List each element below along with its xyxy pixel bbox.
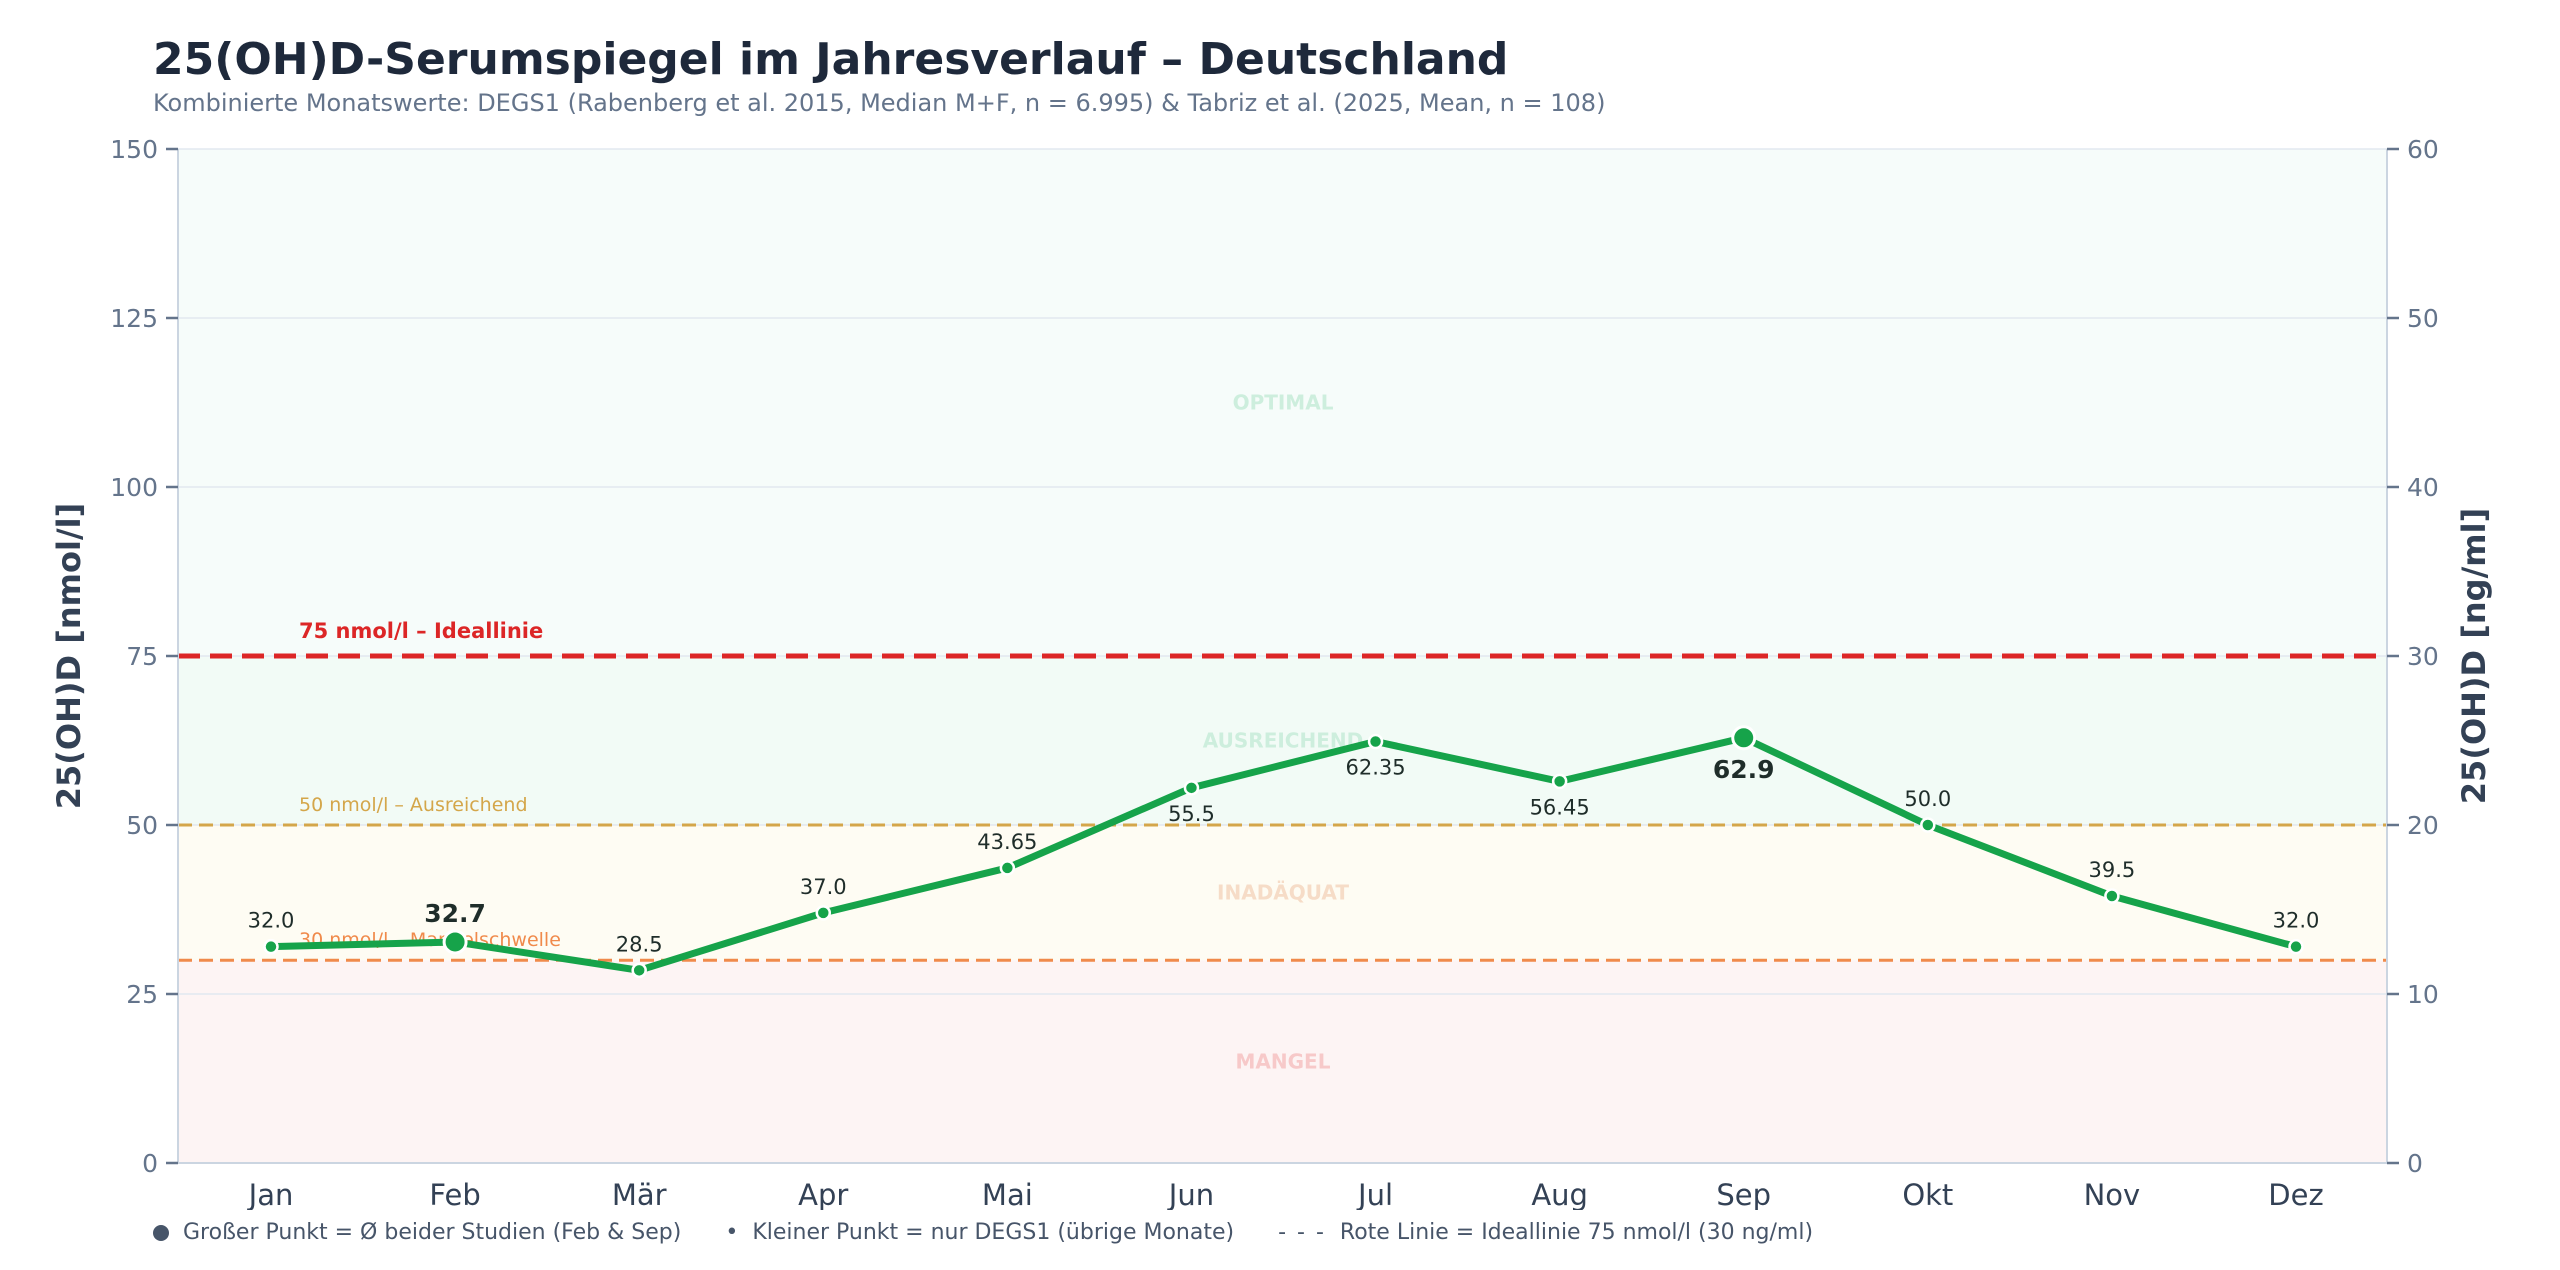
data-label: 56.45 xyxy=(1530,795,1590,819)
data-label: 28.5 xyxy=(616,932,663,956)
band-label-mangel: MANGEL xyxy=(1236,1050,1331,1074)
y-tick-label-right: 10 xyxy=(2407,980,2439,1009)
y-tick-label-left: 25 xyxy=(126,980,158,1009)
band-ausreichend xyxy=(178,656,2387,825)
y-tick-label-right: 40 xyxy=(2407,473,2439,502)
y-tick-label-left: 125 xyxy=(110,304,158,333)
data-point xyxy=(631,962,647,979)
band-inadäquat xyxy=(178,825,2387,961)
x-tick-label: Jun xyxy=(1167,1178,1214,1210)
data-point xyxy=(2288,938,2304,955)
y-tick-label-right: 20 xyxy=(2407,811,2439,840)
data-label: 43.65 xyxy=(977,830,1037,854)
legend-item-large-point: Großer Punkt = Ø beider Studien (Feb & S… xyxy=(153,1220,681,1245)
axes: 0 25 50 75 100 125 150 0 10 20 30 40 50 60 Jan Feb Mär Ap… xyxy=(50,135,2493,1210)
dashed-line-icon: - - - xyxy=(1278,1220,1326,1245)
data-point-large xyxy=(442,929,468,955)
y-tick-label-right: 50 xyxy=(2407,304,2439,333)
reference-label-50: 50 nmol/l – Ausreichend xyxy=(299,794,528,816)
data-point-large xyxy=(1731,725,1757,751)
data-label: 62.9 xyxy=(1713,755,1775,784)
x-tick-label: Nov xyxy=(2084,1178,2141,1210)
x-tick-label: Okt xyxy=(1902,1178,1953,1210)
background-bands xyxy=(178,149,2387,1163)
band-label-inadäquat: INADÄQUAT xyxy=(1217,881,1349,905)
y-axis-title-left: 25(OH)D [nmol/l] xyxy=(50,503,88,809)
large-dot-icon xyxy=(153,1224,169,1241)
data-label: 32.7 xyxy=(424,899,486,928)
y-tick-label-right: 30 xyxy=(2407,642,2439,671)
reference-label-75: 75 nmol/l – Ideallinie xyxy=(299,619,543,643)
legend-item-ideal-line: - - - Rote Linie = Ideallinie 75 nmol/l … xyxy=(1278,1220,1813,1245)
x-tick-label: Aug xyxy=(1531,1178,1588,1210)
data-label: 32.0 xyxy=(248,909,295,933)
data-series xyxy=(263,725,2304,979)
y-tick-label-left: 75 xyxy=(126,642,158,671)
data-label: 37.0 xyxy=(800,875,847,899)
data-label: 32.0 xyxy=(2273,909,2320,933)
x-tick-label: Sep xyxy=(1716,1178,1771,1210)
x-tick-label: Feb xyxy=(429,1178,480,1210)
chart-title: 25(OH)D-Serumspiegel im Jahresverlauf – … xyxy=(153,34,1509,85)
legend-text: Rote Linie = Ideallinie 75 nmol/l (30 ng… xyxy=(1339,1220,1814,1245)
data-point xyxy=(1551,773,1568,790)
data-label: 50.0 xyxy=(1904,787,1951,811)
x-tick-label: Apr xyxy=(798,1178,848,1210)
x-tick-label: Dez xyxy=(2268,1178,2323,1210)
legend-text: Kleiner Punkt = nur DEGS1 (übrige Monate… xyxy=(752,1220,1235,1245)
data-point xyxy=(263,938,279,955)
small-dot-icon: • xyxy=(725,1220,739,1245)
data-labels: 32.0 32.7 28.5 37.0 43.65 55.5 62.35 56.45 62.9 5… xyxy=(248,755,2320,957)
y-axis-title-right: 25(OH)D [ng/ml] xyxy=(2455,508,2493,804)
x-tick-label: Jan xyxy=(247,1178,294,1210)
data-label: 55.5 xyxy=(1168,802,1215,826)
x-tick-label: Mär xyxy=(612,1178,667,1210)
y-tick-label-left: 0 xyxy=(142,1149,158,1178)
data-label: 62.35 xyxy=(1345,756,1405,780)
y-tick-label-left: 150 xyxy=(110,135,158,164)
data-label: 39.5 xyxy=(2089,858,2136,882)
data-point xyxy=(1920,817,1936,833)
series-line xyxy=(267,734,2300,974)
band-optimal xyxy=(178,149,2387,656)
y-tick-label-right: 60 xyxy=(2407,135,2439,164)
data-point xyxy=(815,905,832,921)
data-point xyxy=(999,860,1016,876)
y-tick-label-right: 0 xyxy=(2407,1149,2423,1178)
y-tick-label-left: 100 xyxy=(110,473,158,502)
legend: Großer Punkt = Ø beider Studien (Feb & S… xyxy=(153,1220,1857,1245)
x-tick-label: Jul xyxy=(1356,1178,1393,1210)
legend-text: Großer Punkt = Ø beider Studien (Feb & S… xyxy=(183,1220,682,1245)
chart-subtitle: Kombinierte Monatswerte: DEGS1 (Rabenber… xyxy=(153,89,1606,117)
data-point xyxy=(1183,780,1200,796)
x-tick-label: Mai xyxy=(982,1178,1033,1210)
data-point xyxy=(2104,888,2120,904)
data-point xyxy=(1367,733,1384,750)
y-tick-label-left: 50 xyxy=(126,811,158,840)
band-label-optimal: OPTIMAL xyxy=(1233,391,1334,415)
legend-item-small-point: • Kleiner Punkt = nur DEGS1 (übrige Mona… xyxy=(725,1220,1234,1245)
